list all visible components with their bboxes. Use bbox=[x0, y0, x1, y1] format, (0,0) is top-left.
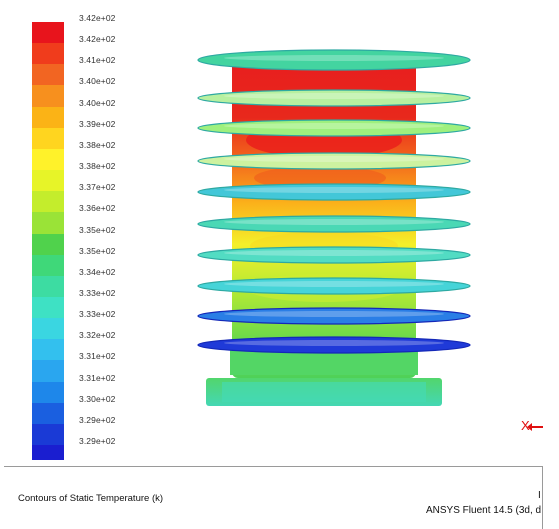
colormap-swatch bbox=[32, 233, 64, 256]
status-footer: Contours of Static Temperature (k) I ANS… bbox=[0, 460, 559, 529]
colormap-label: 3.35e+02 bbox=[79, 224, 116, 235]
fin-disk-highlight bbox=[224, 55, 444, 61]
fin-disk-highlight bbox=[224, 250, 444, 256]
colormap-swatch bbox=[32, 22, 64, 44]
footer-mark: I bbox=[538, 490, 541, 501]
axis-x-label: X bbox=[521, 418, 530, 433]
colormap-label: 3.29e+02 bbox=[79, 414, 116, 425]
colormap-swatch bbox=[32, 127, 64, 150]
graphics-viewport[interactable]: 3.42e+02 3.42e+02 3.41e+02 3.40e+02 3.40e+02… bbox=[0, 0, 559, 467]
fin-disk bbox=[197, 215, 471, 233]
fin-disk bbox=[197, 89, 471, 107]
fin-disk bbox=[197, 49, 471, 71]
colormap-swatch bbox=[32, 106, 64, 129]
colormap-label: 3.42e+02 bbox=[79, 13, 116, 23]
axis-arrow-icon bbox=[526, 422, 543, 431]
colormap-swatch bbox=[32, 148, 64, 171]
fin-disk bbox=[197, 152, 471, 170]
colormap-swatch bbox=[32, 423, 64, 446]
colormap-swatch bbox=[32, 318, 64, 340]
colormap-label: 3.35e+02 bbox=[79, 245, 116, 256]
colormap-swatch bbox=[32, 191, 64, 213]
fin-disk bbox=[197, 307, 471, 325]
fin-disks bbox=[197, 49, 471, 354]
fin-disk bbox=[197, 183, 471, 201]
colormap-label: 3.31e+02 bbox=[79, 372, 116, 383]
colormap-label: 3.41e+02 bbox=[79, 55, 116, 66]
plot-caption: Contours of Static Temperature (k) bbox=[18, 493, 164, 504]
fin-disk-highlight bbox=[224, 311, 444, 317]
fin-disk bbox=[197, 277, 471, 295]
colormap-label: 3.39e+02 bbox=[79, 118, 116, 129]
colormap-label: 3.42e+02 bbox=[79, 34, 116, 45]
colormap-label: 3.31e+02 bbox=[79, 351, 116, 362]
colormap-swatch bbox=[32, 85, 64, 108]
axis-triad: X bbox=[521, 418, 543, 433]
colormap-label: 3.36e+02 bbox=[79, 203, 116, 214]
product-version: ANSYS Fluent 14.5 (3d, d bbox=[426, 505, 542, 516]
fin-disk-highlight bbox=[224, 187, 444, 193]
fin-disk-highlight bbox=[224, 281, 444, 287]
colormap-swatch bbox=[32, 170, 64, 192]
fin-disk bbox=[197, 246, 471, 264]
colormap-label: 3.30e+02 bbox=[79, 393, 116, 404]
colormap-swatch bbox=[32, 402, 64, 425]
fin-disk-highlight bbox=[224, 93, 444, 99]
colormap-label: 3.38e+02 bbox=[79, 161, 116, 172]
colormap-label: 3.40e+02 bbox=[79, 97, 116, 108]
footer-divider bbox=[4, 466, 542, 467]
colormap-label: 3.38e+02 bbox=[79, 139, 116, 150]
fin-disk-highlight bbox=[224, 123, 444, 129]
colormap-swatch bbox=[32, 212, 64, 235]
footer-divider-vertical bbox=[542, 466, 543, 529]
fin-disk-highlight bbox=[224, 340, 444, 346]
colormap-label: 3.29e+02 bbox=[79, 436, 116, 446]
fin-disk bbox=[197, 119, 471, 137]
colormap-label: 3.34e+02 bbox=[79, 266, 116, 277]
colormap-swatch bbox=[32, 275, 64, 298]
fin-disk bbox=[197, 336, 471, 354]
colormap-swatch bbox=[32, 254, 64, 277]
colormap-swatch bbox=[32, 296, 64, 319]
model-contour-render[interactable] bbox=[180, 40, 480, 420]
colormap-label: 3.33e+02 bbox=[79, 287, 116, 298]
colormap-swatch bbox=[32, 339, 64, 361]
colormap-swatch bbox=[32, 381, 64, 404]
colormap-label: 3.37e+02 bbox=[79, 182, 116, 193]
colormap-label: 3.40e+02 bbox=[79, 76, 116, 87]
colormap-label: 3.33e+02 bbox=[79, 309, 116, 320]
fin-disk-highlight bbox=[224, 219, 444, 225]
fin-disk-highlight bbox=[224, 156, 444, 162]
colormap-swatch bbox=[32, 360, 64, 383]
colormap-label: 3.32e+02 bbox=[79, 330, 116, 341]
colormap-legend: 3.42e+02 3.42e+02 3.41e+02 3.40e+02 3.40e+02… bbox=[0, 0, 160, 467]
colormap-swatch bbox=[32, 64, 64, 87]
colormap-swatch bbox=[32, 43, 64, 65]
